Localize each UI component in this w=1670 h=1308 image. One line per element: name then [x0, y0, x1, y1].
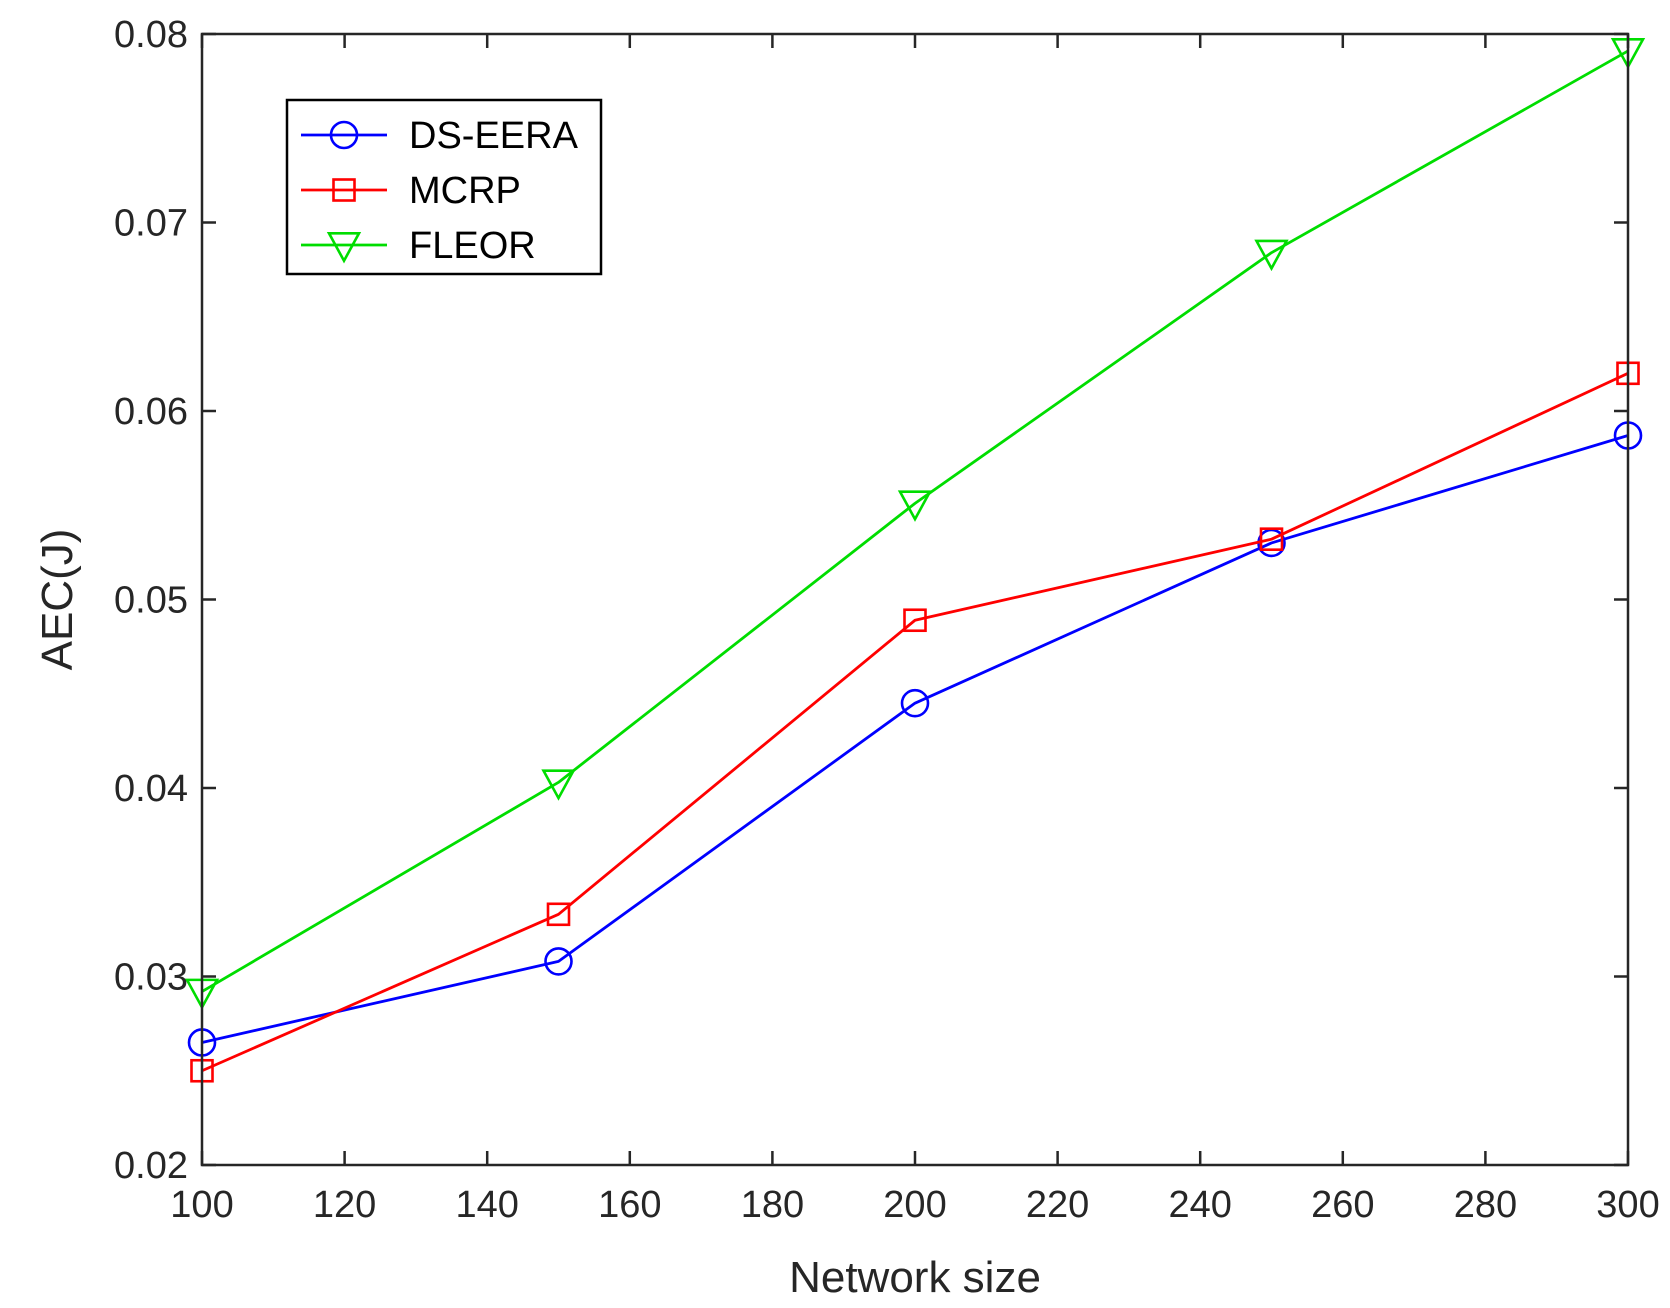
plot-area-frame [200, 32, 1630, 1167]
legend-marker-triangle-down [326, 232, 362, 264]
legend-marker-square [332, 178, 356, 202]
y-tick-label: 0.04 [114, 768, 188, 810]
y-tick-label: 0.05 [114, 580, 188, 622]
data-point-triangle-down [541, 769, 576, 801]
x-tick-label: 160 [598, 1184, 661, 1226]
series-line [201, 434, 1629, 1044]
legend-label: FLEOR [409, 225, 536, 267]
x-tick-label: 240 [1168, 1184, 1231, 1226]
legend-marker-circle [329, 120, 359, 150]
tick-labels: 100 120 140 160 180 200 220 240 260 280 300 0.02 0.0… [114, 14, 1660, 1226]
legend-label: DS-EERA [409, 115, 579, 157]
legend-label: MCRP [409, 170, 521, 212]
x-tick-label: 280 [1454, 1184, 1517, 1226]
x-tick-label: 300 [1596, 1184, 1659, 1226]
y-tick-label: 0.02 [114, 1145, 188, 1187]
data-point-triangle-down [1254, 239, 1289, 272]
series-line [201, 49, 1629, 993]
legend-item-fleor: FLEOR [301, 225, 536, 267]
x-tick-label: 200 [883, 1184, 946, 1226]
y-tick-label: 0.07 [114, 203, 188, 245]
y-tick-label: 0.06 [114, 391, 188, 433]
data-point-triangle-down [897, 490, 933, 522]
data-point-square [546, 902, 571, 927]
data-point-square [1259, 527, 1284, 551]
x-tick-label: 120 [313, 1184, 376, 1226]
y-tick-label: 0.03 [114, 957, 188, 999]
x-axis-title: Network size [789, 1253, 1041, 1302]
legend-item-mcrp: MCRP [301, 170, 521, 212]
y-axis-title: AEC(J) [33, 529, 82, 671]
x-tick-label: 220 [1026, 1184, 1089, 1226]
data-point-circle [544, 947, 573, 976]
x-tick-label: 140 [455, 1184, 518, 1226]
legend-item-ds-eera: DS-EERA [301, 115, 579, 157]
data-point-circle [900, 688, 930, 718]
series-line [201, 372, 1629, 1073]
legend: DS-EERA MCRP FLEOR [285, 98, 603, 276]
data-point-square [903, 608, 927, 633]
x-tick-label: 100 [170, 1184, 233, 1226]
x-tick-label: 260 [1311, 1184, 1374, 1226]
y-tick-label: 0.08 [114, 14, 188, 56]
x-tick-label: 180 [741, 1184, 804, 1226]
